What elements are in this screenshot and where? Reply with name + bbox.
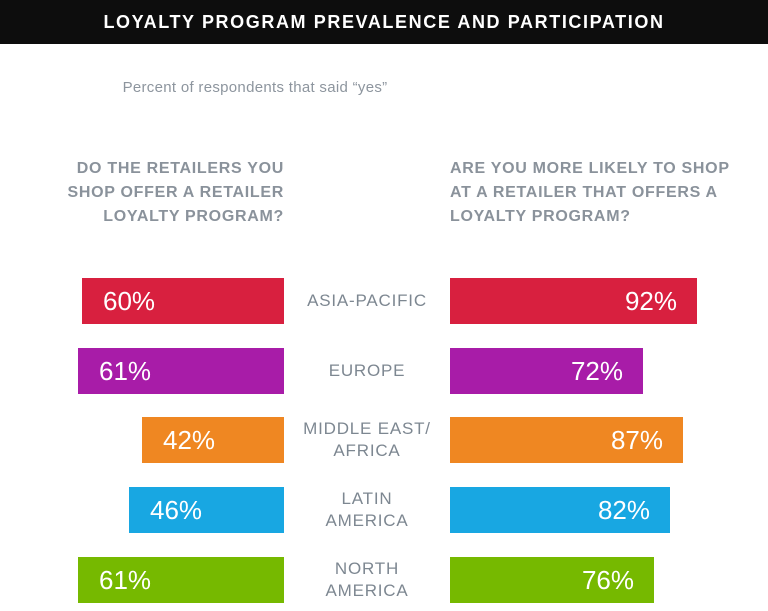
bar-value-label: 61% — [99, 355, 152, 386]
question-right-line-3: LOYALTY PROGRAM? — [450, 208, 631, 225]
region-label-line: ASIA-PACIFIC — [307, 291, 427, 310]
bar-value-label: 60% — [103, 285, 156, 316]
chart-row-north-america: 61% NORTH AMERICA 76% — [0, 557, 768, 603]
bar-left-north-america: 61% — [78, 557, 284, 603]
bar-value-label: 46% — [150, 494, 203, 525]
question-left-line-3: LOYALTY PROGRAM? — [103, 208, 284, 225]
bar-left-europe: 61% — [78, 348, 284, 394]
question-right-line-2: AT A RETAILER THAT OFFERS A — [450, 184, 718, 201]
bar-right-latin-america: 82% — [450, 487, 670, 533]
bar-value-label: 82% — [597, 494, 650, 525]
region-label-line: EUROPE — [328, 361, 406, 380]
region-label-north-america: NORTH AMERICA — [287, 557, 447, 603]
bar-right-north-america: 76% — [450, 557, 654, 603]
chart-row-europe: 61% EUROPE 72% — [0, 348, 768, 394]
question-right: ARE YOU MORE LIKELY TO SHOP AT A RETAILE… — [450, 157, 760, 229]
region-label-middle-east-africa: MIDDLE EAST/ AFRICA — [287, 417, 447, 463]
chart-subtitle: Percent of respondents that said “yes” — [122, 79, 388, 96]
page-title: LOYALTY PROGRAM PREVALENCE AND PARTICIPA… — [103, 11, 665, 32]
bar-value-label: 87% — [610, 424, 663, 455]
bar-left-middle-east-africa: 42% — [142, 417, 284, 463]
bar-left-latin-america: 46% — [129, 487, 284, 533]
region-label-line: AFRICA — [333, 441, 401, 460]
chart-row-latin-america: 46% LATIN AMERICA 82% — [0, 487, 768, 533]
region-label-line: LATIN — [341, 489, 393, 508]
question-left-line-1: DO THE RETAILERS YOU — [76, 160, 284, 177]
bar-right-europe: 72% — [450, 348, 643, 394]
region-label-line: AMERICA — [325, 581, 409, 600]
bar-value-label: 61% — [99, 564, 152, 595]
bar-value-label: 72% — [570, 355, 623, 386]
bar-left-asia-pacific: 60% — [82, 278, 284, 324]
region-label-latin-america: LATIN AMERICA — [287, 487, 447, 533]
region-label-line: MIDDLE EAST/ — [303, 419, 431, 438]
bar-right-asia-pacific: 92% — [450, 278, 697, 324]
region-label-europe: EUROPE — [287, 348, 447, 394]
region-label-line: NORTH — [334, 559, 400, 578]
bar-value-label: 92% — [624, 285, 677, 316]
bar-right-middle-east-africa: 87% — [450, 417, 683, 463]
question-left: DO THE RETAILERS YOU SHOP OFFER A RETAIL… — [14, 157, 284, 229]
question-left-line-2: SHOP OFFER A RETAILER — [67, 184, 284, 201]
chart-row-middle-east-africa: 42% MIDDLE EAST/ AFRICA 87% — [0, 417, 768, 463]
region-label-asia-pacific: ASIA-PACIFIC — [287, 278, 447, 324]
title-bar: LOYALTY PROGRAM PREVALENCE AND PARTICIPA… — [0, 0, 768, 44]
region-label-line: AMERICA — [325, 511, 409, 530]
bar-value-label: 42% — [163, 424, 216, 455]
bar-value-label: 76% — [581, 564, 634, 595]
question-right-line-1: ARE YOU MORE LIKELY TO SHOP — [450, 160, 730, 177]
chart-row-asia-pacific: 60% ASIA-PACIFIC 92% — [0, 278, 768, 324]
